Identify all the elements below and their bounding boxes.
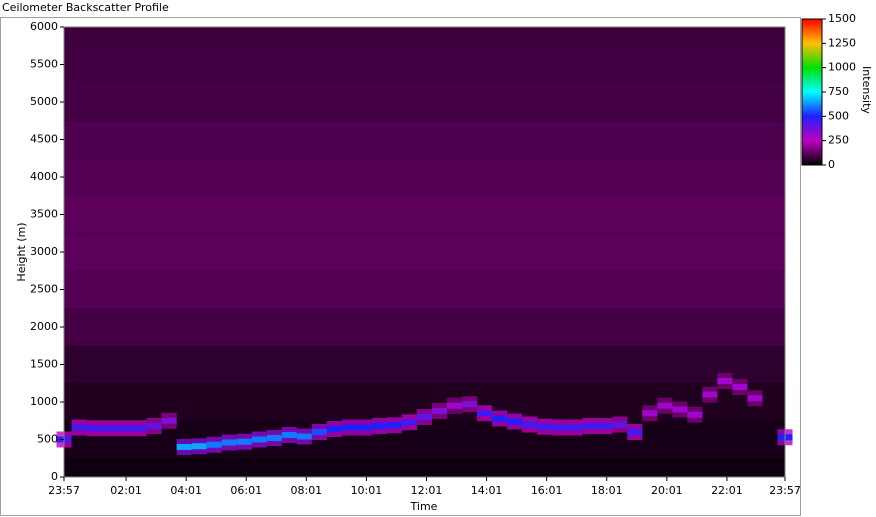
- layer-cell: [717, 378, 733, 384]
- layer-cell: [732, 384, 748, 390]
- x-tick-label: 08:01: [290, 484, 322, 497]
- background-band: [64, 27, 785, 46]
- colorbar-tick-label: 1500: [828, 12, 856, 25]
- colorbar-tick-label: 250: [828, 134, 849, 147]
- x-tick-label: 02:01: [110, 484, 142, 497]
- plot-area: [56, 26, 793, 478]
- background-band: [64, 308, 785, 346]
- layer-cell: [221, 439, 237, 446]
- colorbar-tick-label: 1250: [828, 36, 856, 49]
- layer-cell: [131, 425, 147, 432]
- background-band: [64, 120, 785, 159]
- y-tick-label: 3000: [30, 245, 58, 258]
- colorbar-label: Intensity: [860, 66, 873, 114]
- layer-cell: [537, 423, 553, 430]
- x-tick-label: 20:01: [651, 484, 683, 497]
- window-title: Ceilometer Backscatter Profile: [2, 1, 169, 14]
- y-tick-label: 1500: [30, 358, 58, 371]
- layer-cell: [266, 435, 282, 441]
- layer-cell: [341, 424, 357, 431]
- layer-cell: [597, 423, 613, 429]
- layer-cell: [146, 423, 162, 429]
- y-tick-label: 1000: [30, 395, 58, 408]
- y-tick-label: 4500: [30, 133, 58, 146]
- background-band: [64, 158, 785, 196]
- background-band: [64, 458, 785, 477]
- layer-cell: [416, 414, 433, 420]
- y-tick-label: 0: [51, 470, 58, 483]
- colorbar: [801, 18, 823, 166]
- layer-cell: [71, 424, 87, 431]
- background-band: [64, 45, 785, 84]
- x-tick-label: 22:01: [711, 484, 743, 497]
- colorbar-tick-label: 750: [828, 85, 849, 98]
- layer-cell: [161, 417, 177, 424]
- layer-cell: [627, 429, 643, 435]
- layer-cell: [296, 433, 312, 440]
- layer-cell: [356, 424, 372, 431]
- layer-cell: [687, 411, 703, 418]
- colorbar-tick-label: 500: [828, 109, 849, 122]
- colorbar-tick-label: 1000: [828, 61, 856, 74]
- layer-cell: [747, 395, 763, 402]
- layer-cell: [281, 432, 297, 438]
- y-tick-label: 3500: [30, 208, 58, 221]
- layer-cell: [507, 418, 523, 425]
- x-tick-label: 04:01: [170, 484, 202, 497]
- x-tick-label: 23:57: [769, 484, 801, 497]
- layer-cell: [477, 410, 493, 417]
- layer-cell: [401, 419, 417, 426]
- layer-cell: [236, 438, 252, 445]
- background-band: [64, 233, 785, 271]
- x-tick-label: 10:01: [351, 484, 383, 497]
- layer-cell: [672, 406, 688, 413]
- layer-cell: [371, 423, 387, 429]
- layer-cell: [191, 443, 207, 450]
- layer-cell: [462, 401, 478, 408]
- x-tick-label: 06:01: [230, 484, 262, 497]
- layer-cell: [206, 441, 222, 448]
- x-tick-label: 23:57: [48, 484, 80, 497]
- layer-cell: [86, 425, 102, 432]
- x-tick-label: 16:01: [531, 484, 563, 497]
- y-axis-label: Height (m): [15, 222, 28, 281]
- x-tick-label: 18:01: [591, 484, 623, 497]
- background-band: [64, 345, 785, 384]
- background-band: [64, 195, 785, 234]
- layer-cell: [657, 402, 673, 409]
- layer-cell: [326, 426, 342, 432]
- layer-cell: [492, 415, 508, 422]
- x-tick-label: 12:01: [411, 484, 443, 497]
- background-band: [64, 270, 785, 309]
- layer-cell: [552, 424, 568, 431]
- y-tick-label: 4000: [30, 170, 58, 183]
- layer-cell: [447, 402, 463, 409]
- layer-cell: [101, 425, 117, 432]
- layer-cell: [567, 424, 583, 431]
- layer-cell: [386, 422, 402, 429]
- y-tick-label: 5500: [30, 58, 58, 71]
- y-tick-label: 500: [37, 433, 58, 446]
- layer-cell: [522, 421, 538, 428]
- x-tick-label: 14:01: [471, 484, 503, 497]
- colorbar-tick-label: 0: [828, 158, 835, 171]
- y-tick-label: 5000: [30, 95, 58, 108]
- layer-cell: [116, 425, 132, 432]
- layer-cell: [612, 421, 628, 428]
- x-axis-label: Time: [410, 500, 438, 513]
- y-tick-label: 6000: [30, 20, 58, 33]
- layer-cell: [702, 391, 718, 398]
- y-tick-label: 2500: [30, 283, 58, 296]
- y-tick-label: 2000: [30, 320, 58, 333]
- layer-cell: [432, 408, 448, 414]
- layer-cell: [642, 410, 658, 417]
- layer-cell: [582, 423, 598, 429]
- layer-cell: [311, 429, 327, 435]
- layer-cell: [251, 436, 267, 443]
- background-band: [64, 83, 785, 121]
- layer-cell: [176, 444, 192, 450]
